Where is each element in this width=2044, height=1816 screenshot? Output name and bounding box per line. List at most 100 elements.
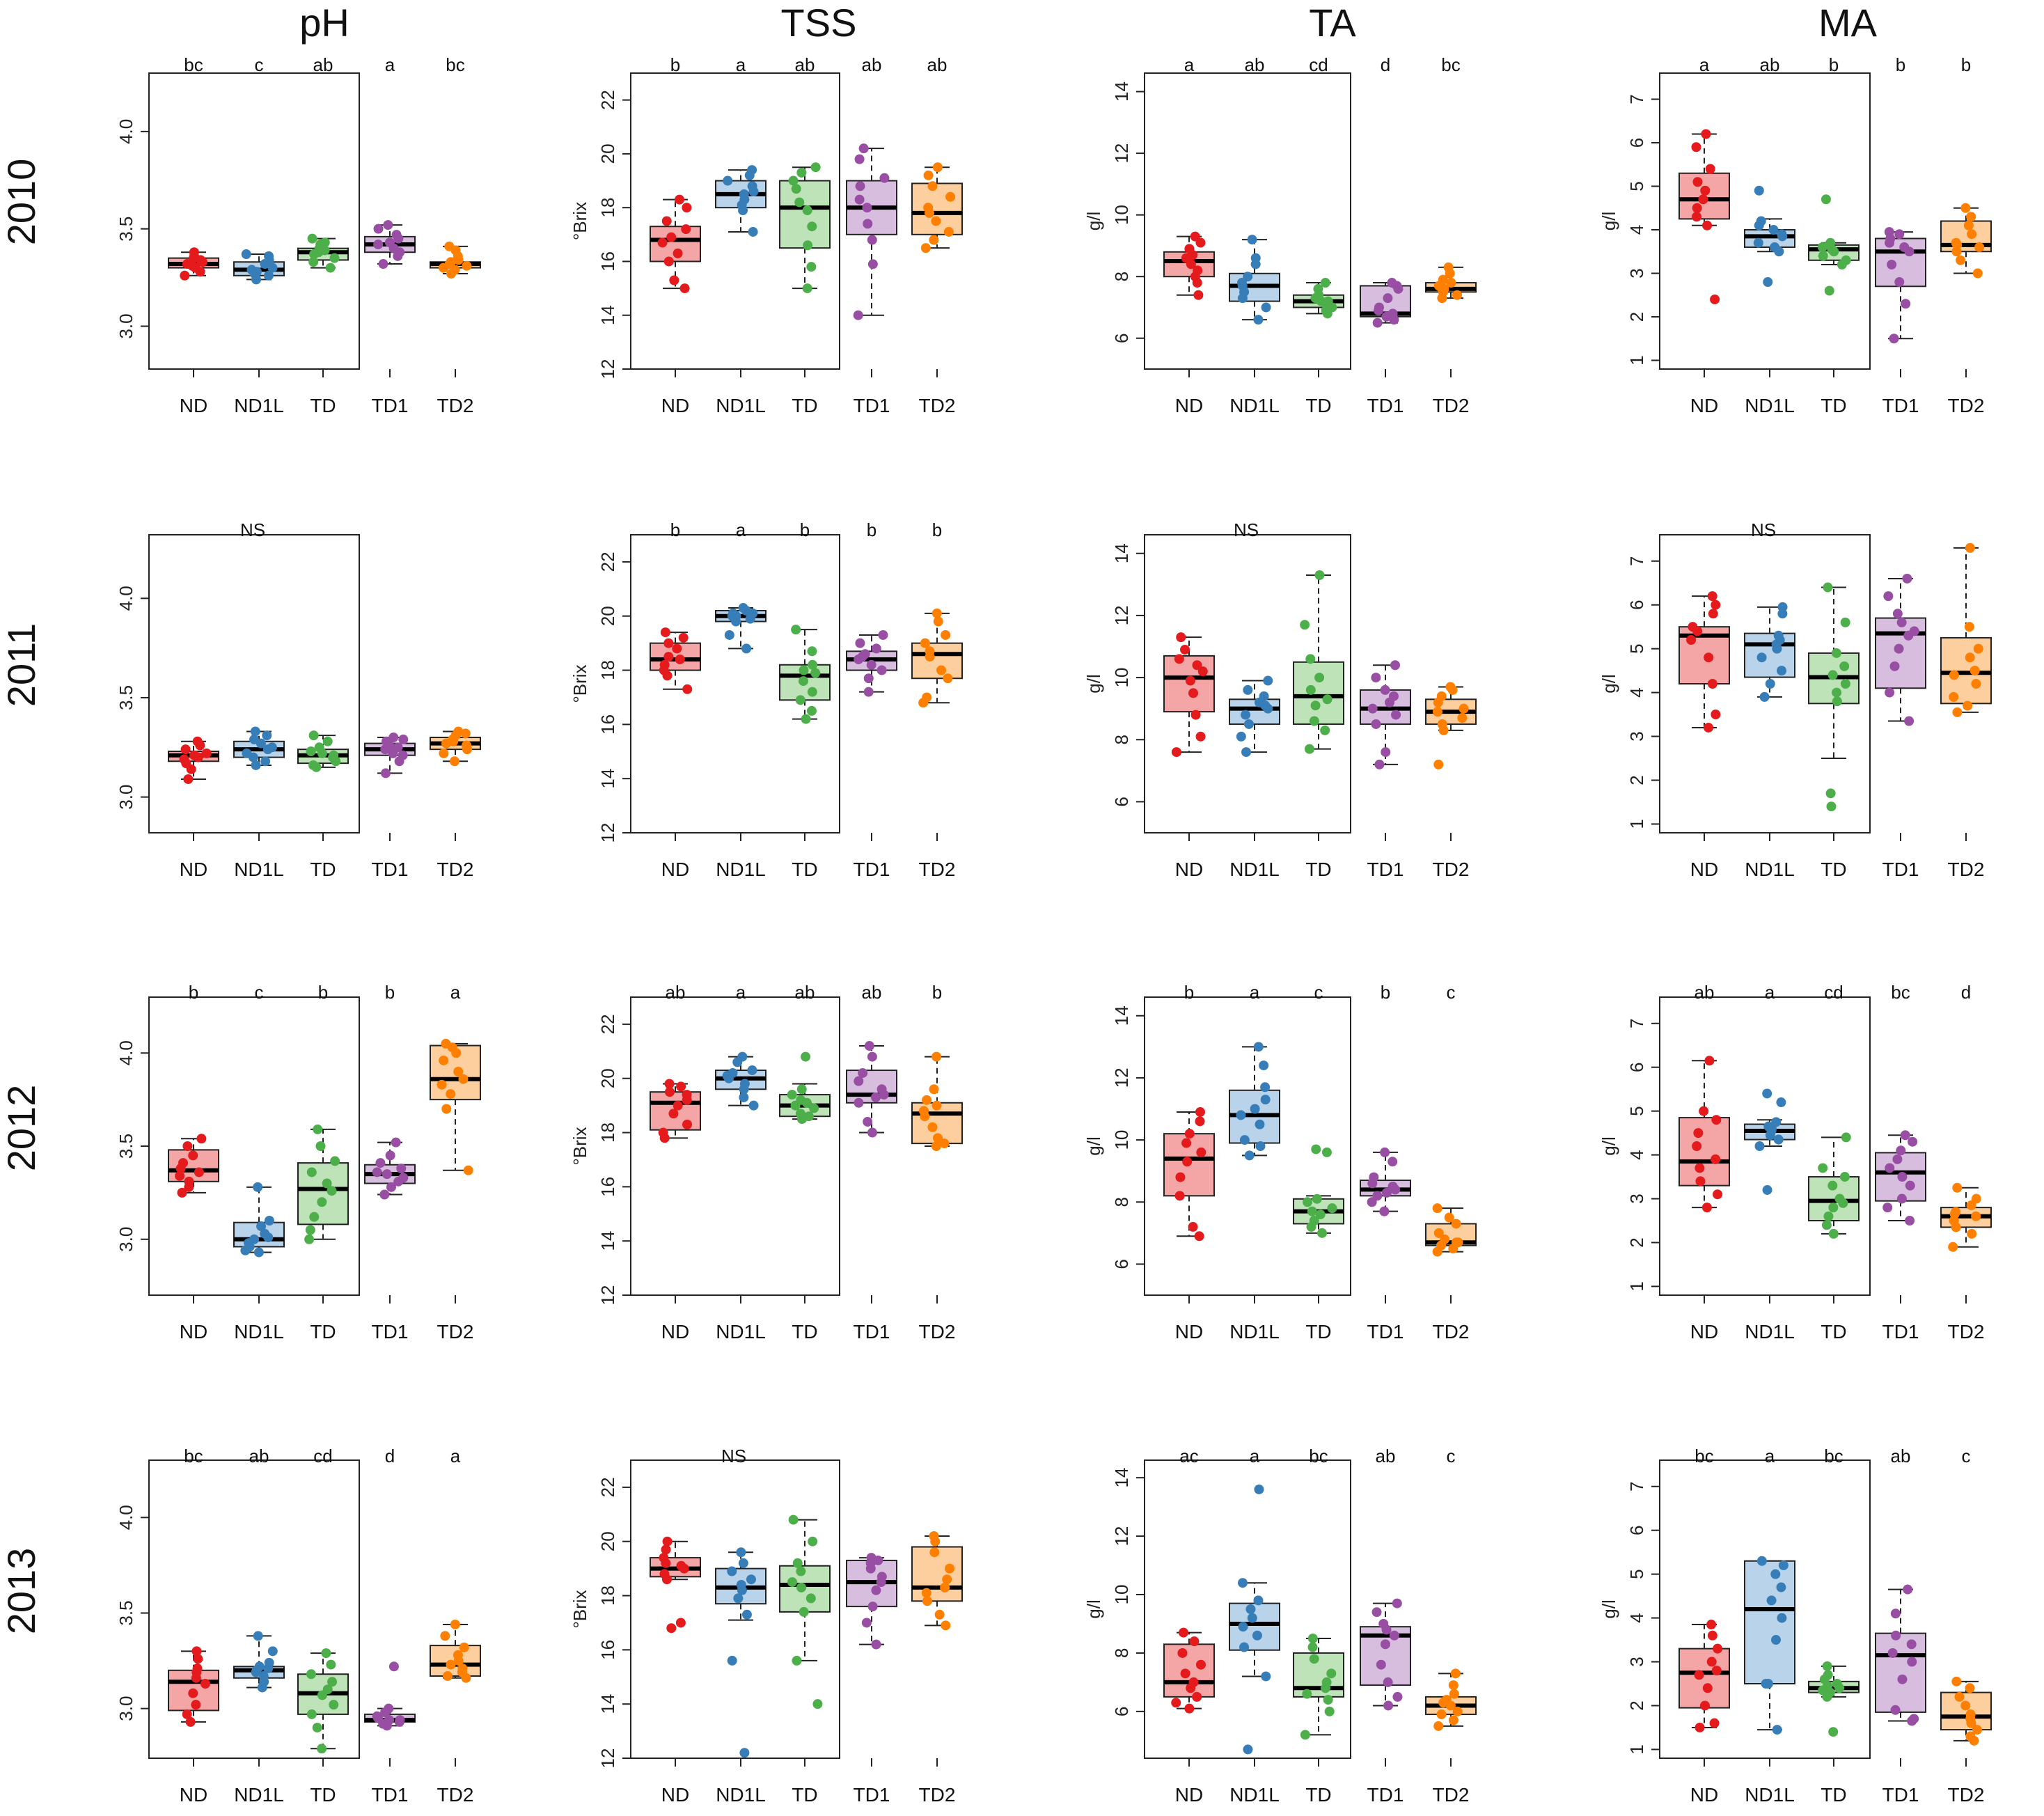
data-point xyxy=(441,1104,452,1114)
y-tick-label: 22 xyxy=(597,90,618,110)
data-point xyxy=(1967,229,1977,240)
y-tick-label: 14 xyxy=(597,769,618,789)
data-point xyxy=(1255,1119,1265,1129)
y-tick-label: 4 xyxy=(1626,225,1647,235)
data-point xyxy=(1777,229,1787,240)
x-tick-label-nd1l: ND1L xyxy=(716,1784,766,1806)
data-point xyxy=(1252,1630,1262,1641)
box-td2 xyxy=(1940,203,1992,279)
data-point xyxy=(1763,1121,1774,1132)
row-title-2013: 2013 xyxy=(0,1548,43,1635)
data-point xyxy=(1314,673,1325,683)
data-point xyxy=(931,1051,942,1062)
significance-letter: c xyxy=(255,54,264,75)
y-tick-label: 12 xyxy=(1111,1067,1132,1088)
data-point xyxy=(1713,1643,1723,1654)
significance-letter: a xyxy=(1184,54,1195,75)
data-point xyxy=(796,1095,806,1105)
box-nd1l xyxy=(233,726,285,770)
data-point xyxy=(1972,1725,1982,1735)
data-point xyxy=(1762,1184,1772,1195)
data-point xyxy=(1448,1715,1459,1725)
data-point xyxy=(659,1553,669,1563)
significance-letter: ab xyxy=(1891,1446,1911,1466)
data-point xyxy=(304,1234,315,1244)
plot-frame xyxy=(1659,72,1871,370)
data-point xyxy=(1380,1147,1390,1157)
x-tick-label-nd1l: ND1L xyxy=(1229,395,1280,416)
y-tick-label: 6 xyxy=(1111,333,1132,343)
box-nd1l xyxy=(715,165,766,237)
box-td2 xyxy=(911,1531,963,1631)
data-point xyxy=(1763,1679,1773,1689)
data-point xyxy=(858,1067,868,1078)
box-td1 xyxy=(1875,1130,1926,1226)
y-axis-label: g/l xyxy=(1083,674,1104,693)
data-point xyxy=(1754,1141,1765,1151)
data-point xyxy=(1326,1668,1337,1679)
data-point xyxy=(306,1167,317,1177)
x-tick-label-td1: TD1 xyxy=(1882,395,1919,416)
data-point xyxy=(1443,262,1454,272)
significance-letter: b xyxy=(932,519,942,540)
box-td2 xyxy=(430,726,481,767)
data-point xyxy=(320,237,330,248)
x-tick-label-td1: TD1 xyxy=(854,1321,890,1343)
plot-frame xyxy=(1144,1459,1351,1759)
data-point xyxy=(384,1715,395,1725)
y-tick-label: 6 xyxy=(1626,600,1647,609)
box-td xyxy=(297,730,349,772)
x-tick-label-td2: TD2 xyxy=(1948,1321,1985,1343)
data-point xyxy=(307,233,317,244)
box-td1 xyxy=(846,1553,897,1650)
data-point xyxy=(728,608,738,618)
data-point xyxy=(871,643,881,654)
y-tick-label: 4.0 xyxy=(116,1505,136,1530)
data-point xyxy=(175,1171,185,1181)
x-tick-label-td1: TD1 xyxy=(1367,1321,1404,1343)
plot-frame xyxy=(1144,996,1351,1296)
y-tick-label: 20 xyxy=(597,143,618,164)
data-point xyxy=(1770,242,1780,252)
data-point xyxy=(329,750,339,760)
data-point xyxy=(931,608,942,618)
data-point xyxy=(1196,1147,1206,1157)
panel-ta-2011: 6 8 10 12 14 g/l ND ND1L TD TD1 TD2 NS xyxy=(1083,519,1477,880)
data-point xyxy=(1192,1691,1202,1702)
data-point xyxy=(1964,622,1974,632)
panel-ma-2011: 1 2 3 4 5 6 7 g/l ND ND1L TD TD1 TD2 NS xyxy=(1598,519,1992,880)
row-title-2012: 2012 xyxy=(0,1085,43,1172)
x-tick-label-td: TD xyxy=(792,395,817,416)
data-point xyxy=(329,1700,339,1710)
box-nd xyxy=(168,1134,219,1198)
data-point xyxy=(444,241,455,251)
significance-letter: ab xyxy=(666,982,686,1003)
data-point xyxy=(1695,1176,1706,1187)
data-point xyxy=(736,1579,746,1590)
data-point xyxy=(673,1100,683,1111)
data-point xyxy=(191,1646,202,1657)
data-point xyxy=(1178,1627,1188,1638)
data-point xyxy=(1247,1613,1257,1623)
data-point xyxy=(253,1247,264,1258)
data-point xyxy=(1777,602,1788,612)
x-tick-label-td1: TD1 xyxy=(854,859,890,880)
data-point xyxy=(1899,242,1910,252)
data-point xyxy=(1948,1242,1958,1252)
data-point xyxy=(666,232,677,242)
y-tick-label: 4 xyxy=(1626,1150,1647,1159)
data-point xyxy=(1374,759,1385,769)
significance-letter: ac xyxy=(1179,1446,1198,1466)
data-point xyxy=(1827,670,1838,680)
data-point xyxy=(253,1182,263,1192)
data-point xyxy=(927,181,938,191)
data-point xyxy=(1884,227,1894,237)
data-point xyxy=(1707,591,1717,602)
data-point xyxy=(871,1585,881,1595)
significance-label: NS xyxy=(1751,519,1776,540)
data-point xyxy=(682,1119,693,1129)
data-point xyxy=(747,165,757,175)
y-tick-label: 6 xyxy=(1111,1259,1132,1269)
data-point xyxy=(1776,1097,1786,1108)
box-nd xyxy=(1163,1106,1215,1242)
